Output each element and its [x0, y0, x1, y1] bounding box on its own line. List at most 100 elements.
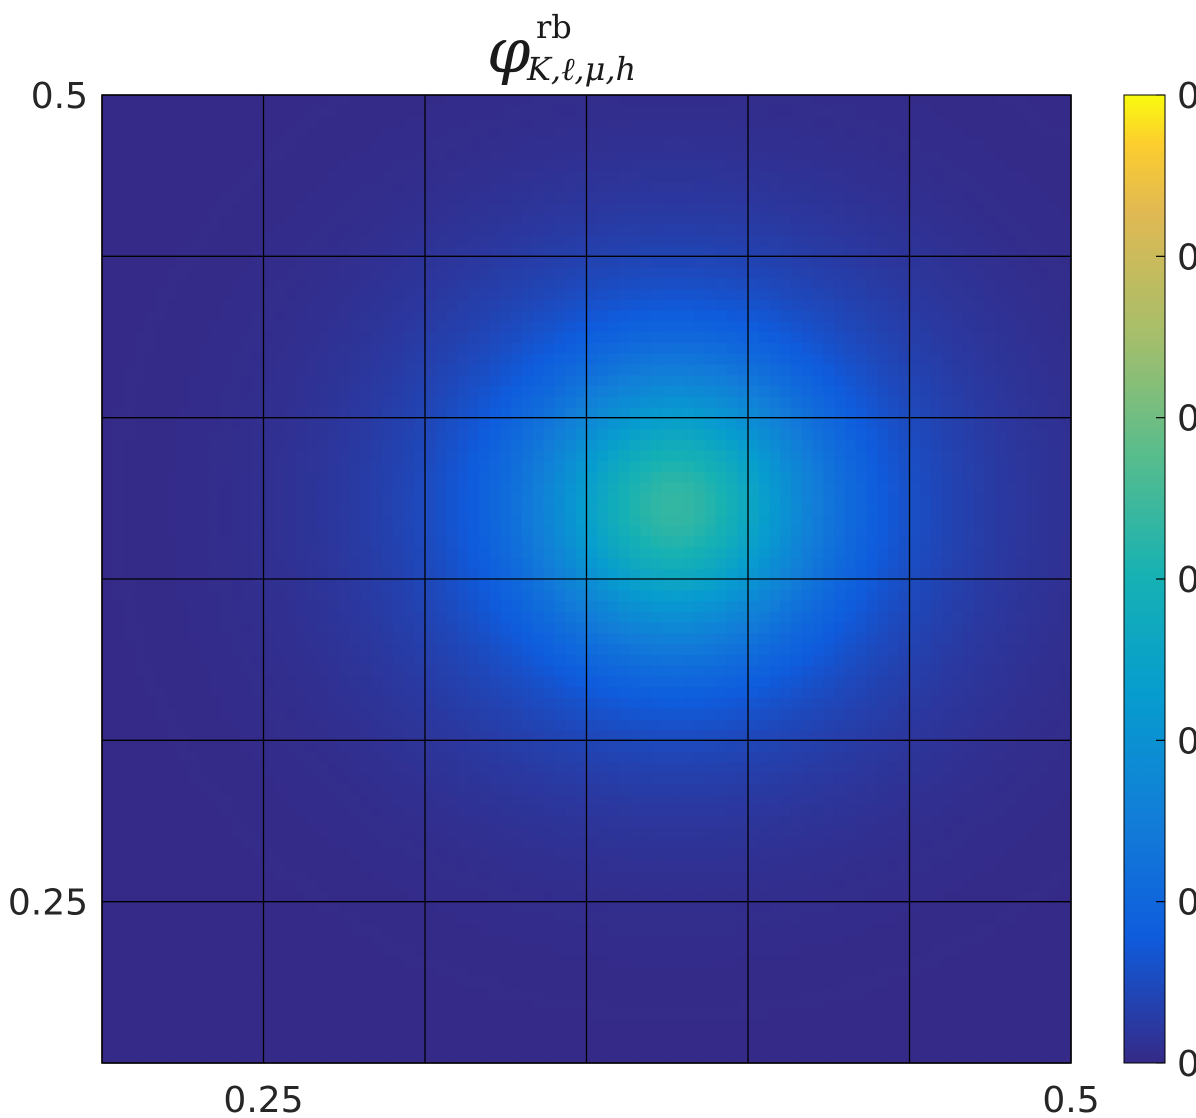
- heatmap-cell: [166, 718, 178, 731]
- heatmap-cell: [241, 611, 254, 623]
- heatmap-cell: [898, 761, 911, 774]
- heatmap-cell: [769, 611, 781, 623]
- heatmap-cell: [618, 998, 631, 1010]
- heatmap-cell: [866, 740, 878, 752]
- heatmap-cell: [177, 460, 189, 473]
- heatmap-cell: [263, 1052, 275, 1064]
- heatmap-cell: [263, 976, 275, 989]
- heatmap-cell: [575, 1009, 588, 1021]
- heatmap-cell: [500, 460, 512, 473]
- heatmap-cell: [134, 589, 146, 602]
- heatmap-cell: [629, 794, 641, 806]
- heatmap-cell: [586, 611, 598, 623]
- heatmap-cell: [328, 632, 340, 645]
- heatmap-cell: [285, 794, 297, 806]
- heatmap-cell: [920, 471, 932, 483]
- heatmap-cell: [123, 611, 135, 623]
- heatmap-cell: [575, 589, 588, 602]
- heatmap-cell: [780, 869, 792, 881]
- heatmap-cell: [974, 740, 986, 752]
- heatmap-cell: [683, 654, 695, 666]
- heatmap-cell: [381, 471, 394, 483]
- heatmap-cell: [554, 890, 566, 903]
- heatmap-cell: [349, 686, 361, 698]
- heatmap-cell: [414, 514, 426, 526]
- heatmap-cell: [543, 901, 555, 914]
- heatmap-cell: [511, 665, 523, 677]
- heatmap-cell: [123, 772, 135, 784]
- heatmap-cell: [123, 622, 135, 634]
- heatmap-cell: [231, 880, 243, 892]
- heatmap-cell: [381, 718, 394, 731]
- heatmap-cell: [640, 503, 652, 516]
- heatmap-cell: [618, 1052, 631, 1064]
- heatmap-cell: [1027, 1009, 1040, 1021]
- heatmap-cell: [468, 944, 480, 957]
- heatmap-cell: [1060, 665, 1072, 677]
- heatmap-cell: [123, 546, 135, 559]
- heatmap-cell: [446, 675, 458, 688]
- heatmap-cell: [791, 503, 803, 516]
- heatmap-cell: [457, 686, 469, 698]
- heatmap-cell: [1049, 933, 1061, 946]
- heatmap-cell: [1049, 697, 1061, 709]
- heatmap-cell: [145, 1030, 157, 1043]
- heatmap-cell: [780, 535, 792, 548]
- heatmap-cell: [855, 772, 868, 784]
- heatmap-cell: [145, 600, 157, 612]
- heatmap-cell: [220, 794, 232, 806]
- heatmap-cell: [457, 665, 469, 677]
- heatmap-cell: [608, 944, 620, 957]
- heatmap-cell: [1060, 858, 1072, 870]
- heatmap-cell: [866, 901, 878, 914]
- heatmap-cell: [220, 815, 232, 827]
- heatmap-cell: [468, 847, 480, 860]
- heatmap-cell: [618, 1019, 631, 1032]
- heatmap-cell: [500, 1030, 512, 1043]
- heatmap-cell: [414, 686, 426, 698]
- heatmap-cell: [112, 1019, 125, 1032]
- heatmap-cell: [521, 471, 534, 483]
- heatmap-cell: [791, 492, 803, 505]
- heatmap-cell: [263, 718, 275, 731]
- heatmap-cell: [694, 503, 706, 516]
- heatmap-cell: [834, 847, 846, 860]
- heatmap-cell: [984, 579, 997, 591]
- heatmap-cell: [758, 901, 771, 914]
- heatmap-cell: [112, 622, 125, 634]
- heatmap-cell: [1049, 869, 1061, 881]
- heatmap-cell: [812, 847, 824, 860]
- heatmap-cell: [952, 933, 964, 946]
- heatmap-cell: [748, 944, 760, 957]
- heatmap-cell: [694, 751, 706, 763]
- heatmap-cell: [554, 622, 566, 634]
- heatmap-cell: [1006, 837, 1018, 849]
- heatmap-cell: [758, 869, 771, 881]
- heatmap-cell: [952, 751, 964, 763]
- heatmap-cell: [285, 804, 297, 817]
- heatmap-cell: [295, 503, 308, 516]
- heatmap-cell: [769, 503, 781, 516]
- heatmap-cell: [651, 482, 663, 494]
- heatmap-cell: [209, 890, 222, 903]
- heatmap-cell: [564, 632, 577, 645]
- heatmap-cell: [102, 632, 114, 645]
- heatmap-cell: [737, 976, 749, 989]
- heatmap-cell: [489, 492, 501, 505]
- heatmap-cell: [521, 858, 534, 870]
- heatmap-cell: [338, 589, 351, 602]
- heatmap-cell: [1060, 966, 1072, 978]
- heatmap-cell: [468, 772, 480, 784]
- heatmap-cell: [737, 761, 749, 774]
- heatmap-cell: [1049, 1052, 1061, 1064]
- heatmap-cell: [801, 665, 814, 677]
- heatmap-cell: [640, 826, 652, 838]
- heatmap-cell: [1006, 761, 1018, 774]
- heatmap-cell: [887, 622, 900, 634]
- heatmap-cell: [532, 955, 545, 967]
- heatmap-cell: [640, 804, 652, 817]
- heatmap-cell: [575, 944, 588, 957]
- heatmap-cell: [887, 869, 900, 881]
- heatmap-cell: [575, 751, 588, 763]
- heatmap-cell: [661, 482, 674, 494]
